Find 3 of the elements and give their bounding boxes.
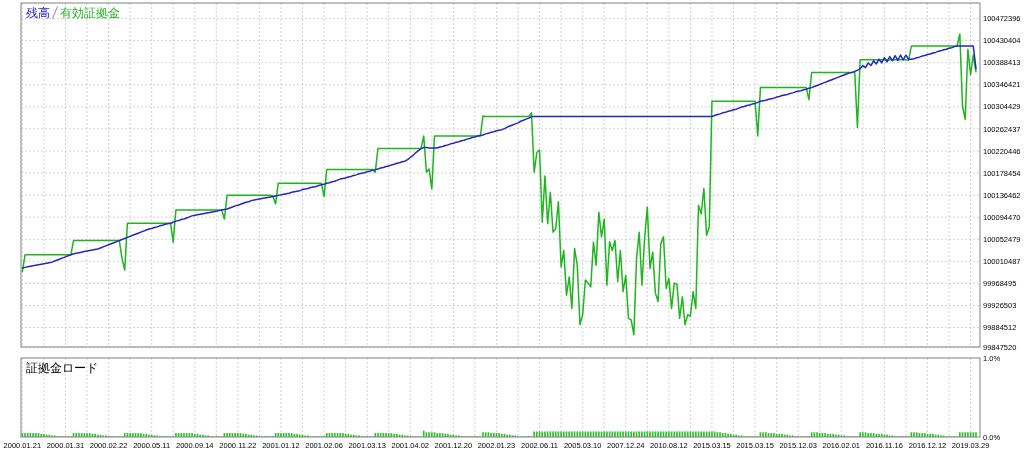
text: 残高 [26, 6, 50, 20]
chart-title: 証拠金ロード [26, 361, 98, 375]
text: 有効証拠金 [60, 6, 120, 20]
